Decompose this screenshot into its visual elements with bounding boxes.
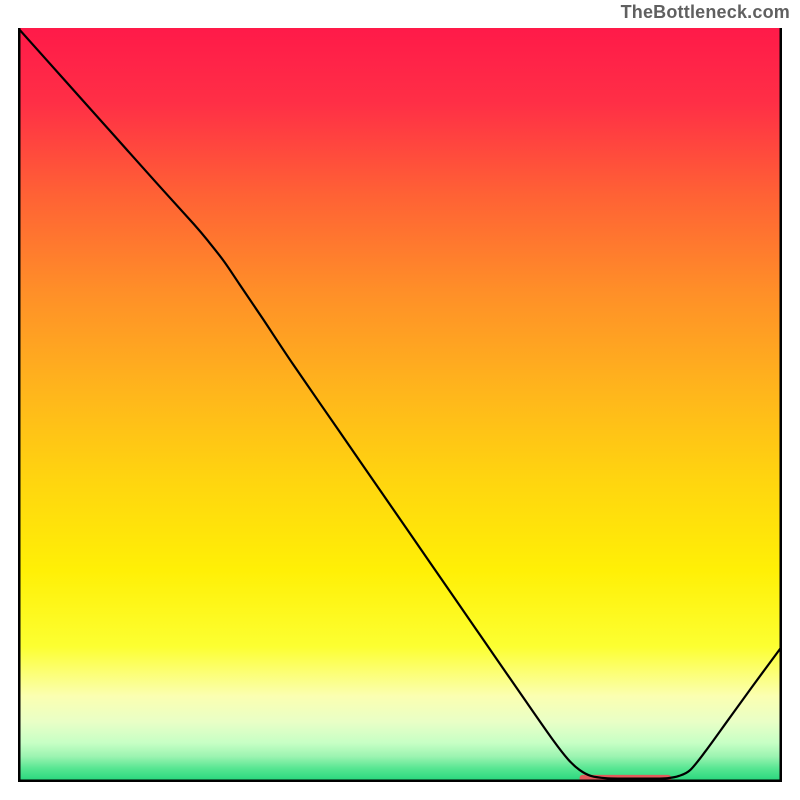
watermark-text: TheBottleneck.com	[621, 2, 790, 23]
bottleneck-chart	[18, 28, 782, 782]
gradient-background	[18, 28, 782, 782]
